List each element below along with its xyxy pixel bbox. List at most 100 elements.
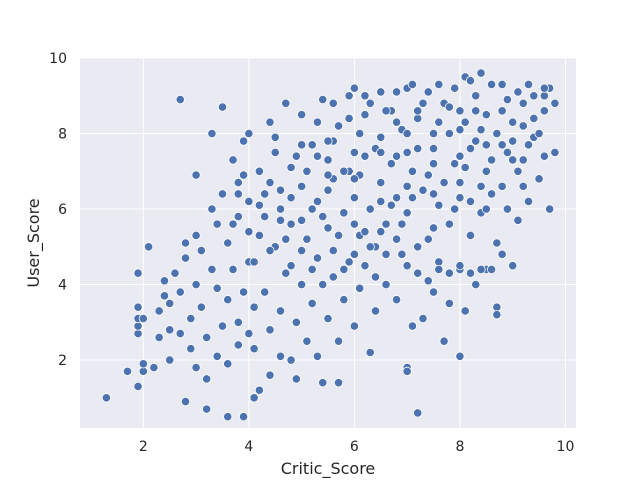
- data-point: [312, 117, 323, 127]
- data-point: [391, 193, 402, 203]
- data-point: [265, 245, 275, 256]
- data-point: [233, 317, 243, 327]
- data-point: [376, 227, 386, 237]
- data-point: [260, 287, 270, 297]
- data-point: [349, 83, 359, 93]
- y-tick-label: 10: [49, 51, 67, 67]
- data-point: [476, 125, 486, 135]
- data-point: [360, 91, 370, 101]
- data-point: [418, 98, 428, 108]
- data-point: [275, 306, 286, 316]
- data-point: [318, 279, 328, 290]
- data-point: [254, 230, 265, 241]
- data-point: [428, 223, 439, 233]
- data-point: [471, 106, 481, 116]
- data-point: [450, 83, 460, 93]
- data-point: [481, 110, 491, 120]
- data-point: [471, 279, 481, 290]
- data-point: [133, 381, 143, 392]
- data-point: [323, 185, 333, 195]
- data-point: [143, 242, 154, 252]
- data-point: [471, 136, 481, 146]
- data-point: [133, 321, 143, 331]
- data-point: [391, 151, 402, 161]
- data-point: [328, 98, 338, 108]
- y-tick-label: 8: [58, 127, 67, 143]
- data-point: [423, 87, 433, 97]
- data-point: [360, 227, 370, 237]
- data-point: [212, 283, 222, 293]
- data-point: [133, 268, 143, 278]
- data-point: [386, 200, 396, 210]
- data-point: [355, 283, 365, 293]
- data-point: [275, 204, 286, 214]
- data-point: [539, 91, 549, 101]
- data-point: [275, 351, 286, 361]
- data-point: [254, 166, 265, 176]
- data-point: [465, 268, 476, 278]
- data-point: [154, 332, 164, 342]
- data-point: [455, 151, 465, 161]
- data-point: [291, 317, 301, 327]
- data-point: [460, 162, 470, 173]
- data-point: [434, 264, 444, 275]
- data-point: [376, 147, 386, 157]
- data-point: [481, 204, 491, 214]
- data-point: [423, 276, 433, 286]
- data-point: [360, 110, 370, 120]
- data-point: [523, 196, 534, 207]
- data-point: [413, 113, 423, 124]
- data-point: [223, 359, 233, 369]
- data-point: [397, 219, 407, 229]
- data-point: [428, 128, 439, 139]
- data-point: [486, 79, 497, 90]
- data-point: [518, 98, 528, 108]
- data-point: [302, 336, 312, 346]
- data-point: [312, 253, 323, 263]
- data-point: [349, 193, 359, 203]
- data-point: [238, 136, 249, 146]
- data-point: [481, 140, 491, 150]
- data-point: [518, 155, 528, 165]
- x-tick-label: 8: [455, 439, 464, 455]
- data-point: [249, 302, 259, 312]
- data-point: [323, 223, 333, 233]
- y-tick-label: 4: [58, 278, 67, 294]
- data-point: [497, 181, 507, 191]
- data-point: [133, 302, 143, 312]
- data-point: [497, 140, 507, 150]
- data-point: [254, 385, 265, 395]
- data-point: [312, 196, 323, 207]
- data-point: [159, 291, 170, 301]
- data-point: [513, 215, 523, 225]
- data-point: [165, 355, 175, 365]
- data-point: [455, 351, 465, 361]
- data-point: [460, 306, 470, 316]
- data-point: [265, 325, 275, 335]
- data-point: [455, 261, 465, 271]
- data-point: [175, 287, 185, 297]
- data-point: [465, 230, 476, 241]
- data-point: [370, 272, 381, 282]
- data-point: [238, 412, 249, 422]
- data-point: [439, 177, 449, 188]
- data-point: [402, 208, 412, 218]
- data-point: [149, 362, 159, 373]
- data-point: [101, 393, 111, 403]
- data-point: [539, 106, 549, 116]
- data-point: [423, 234, 433, 244]
- x-axis-ticks: 2 4 6 8 10: [139, 439, 575, 455]
- data-point: [159, 276, 170, 286]
- data-point: [307, 140, 317, 150]
- data-point: [508, 136, 518, 146]
- data-point: [529, 91, 539, 101]
- data-point: [365, 242, 375, 252]
- data-point: [228, 155, 238, 165]
- data-point: [486, 189, 497, 199]
- data-point: [413, 268, 423, 278]
- data-point: [391, 295, 402, 305]
- data-point: [444, 128, 454, 139]
- data-point: [497, 106, 507, 116]
- data-point: [275, 185, 286, 195]
- data-point: [297, 279, 307, 290]
